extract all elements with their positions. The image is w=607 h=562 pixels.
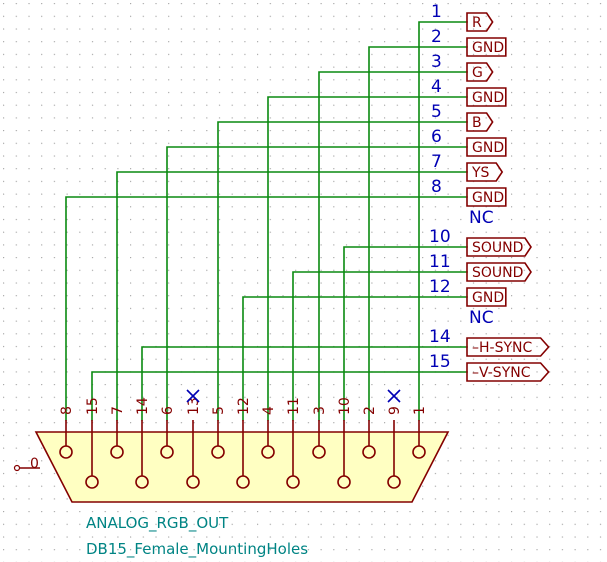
- wire-pin-5: [217, 121, 468, 421]
- net-label-shape-2: [466, 37, 507, 57]
- pin-number-2: 2: [362, 406, 378, 415]
- wire-pin-2: [368, 46, 468, 421]
- pin-number-11: 11: [286, 397, 302, 415]
- net-number-11: 11: [429, 252, 451, 272]
- nc-label-0: NC: [469, 208, 494, 228]
- net-number-5: 5: [431, 102, 442, 122]
- text-labels: 123456781011121415NCNCANALOG_RGB_OUTDB15…: [86, 2, 494, 559]
- net-number-12: 12: [429, 277, 451, 297]
- pin-hole-5[interactable]: [211, 445, 225, 459]
- pin-hole-7[interactable]: [110, 445, 124, 459]
- net-label-shape-10: [466, 237, 532, 257]
- no-connect-x-9: [387, 389, 401, 403]
- net-number-15: 15: [429, 352, 451, 372]
- pin-number-10: 10: [337, 397, 353, 415]
- connector-reference: ANALOG_RGB_OUT: [86, 514, 229, 533]
- pin-number-12: 12: [236, 397, 252, 415]
- nc-label-1: NC: [469, 308, 494, 328]
- net-number-1: 1: [431, 2, 442, 22]
- pin-hole-8[interactable]: [59, 445, 73, 459]
- net-label-11: SOUND: [472, 265, 523, 281]
- pin-hole-2[interactable]: [362, 445, 376, 459]
- wire-pin-12: [242, 296, 468, 421]
- pin-hole-1[interactable]: [412, 445, 426, 459]
- net-label-shape-5: [466, 112, 494, 132]
- pin-number-15: 15: [85, 397, 101, 415]
- net-label-1: R: [472, 15, 482, 31]
- wire-pin-1: [418, 21, 468, 421]
- mount-pin-dot: [13, 464, 21, 472]
- net-number-6: 6: [431, 127, 442, 147]
- wire-pin-14: [141, 346, 468, 421]
- pin-hole-12[interactable]: [236, 475, 250, 489]
- wire-pin-4: [267, 96, 468, 421]
- net-label-8: GND: [472, 190, 504, 206]
- connector-value: DB15_Female_MountingHoles: [86, 540, 308, 559]
- wire-pin-15: [91, 371, 468, 421]
- net-label-2: GND: [472, 40, 504, 56]
- net-number-10: 10: [429, 227, 451, 247]
- pin-hole-11[interactable]: [286, 475, 300, 489]
- net-label-shape-6: [466, 137, 507, 157]
- pin-number-6: 6: [160, 406, 176, 415]
- net-label-6: GND: [472, 140, 504, 156]
- wire-pin-7: [116, 171, 468, 421]
- pin-number-4: 4: [261, 406, 277, 415]
- net-label-4: GND: [472, 90, 504, 106]
- wire-pin-11: [292, 271, 468, 421]
- net-label-shape-3: [466, 62, 494, 82]
- pin-number-1: 1: [412, 406, 428, 415]
- net-label-15: –V-SYNC: [472, 365, 531, 381]
- pin-hole-6[interactable]: [160, 445, 174, 459]
- pin-hole-15[interactable]: [85, 475, 99, 489]
- net-label-shape-15: [466, 362, 550, 382]
- net-label-shape-8: [466, 187, 507, 207]
- net-label-shape-4: [466, 87, 507, 107]
- net-number-14: 14: [429, 327, 451, 347]
- net-label-12: GND: [472, 290, 504, 306]
- net-labels: R GND G GND B GND YS GND SOUND SOUND GND –H-SYNC –V-…: [466, 12, 550, 382]
- net-label-shape-12: [466, 287, 507, 307]
- net-number-4: 4: [431, 77, 442, 97]
- net-label-14: –H-SYNC: [472, 340, 532, 356]
- pin-number-7: 7: [110, 406, 126, 415]
- wire-pin-6: [166, 146, 468, 421]
- wire-pin-8: [65, 196, 468, 421]
- net-number-3: 3: [431, 52, 442, 72]
- net-label-shape-11: [466, 262, 532, 282]
- net-label-shape-14: [466, 337, 550, 357]
- pin-hole-14[interactable]: [135, 475, 149, 489]
- pin-hole-10[interactable]: [337, 475, 351, 489]
- wire-pin-3: [318, 71, 468, 421]
- wires: [65, 21, 468, 421]
- net-number-8: 8: [431, 177, 442, 197]
- net-label-10: SOUND: [472, 240, 523, 256]
- no-connect-x-13: [186, 389, 200, 403]
- wire-pin-10: [343, 246, 468, 421]
- net-number-2: 2: [431, 27, 442, 47]
- db15-connector[interactable]: 8 15 7 14 6 13 5 12 4 11 3 10 2 9 10: [13, 389, 450, 503]
- pin-hole-13[interactable]: [186, 475, 200, 489]
- net-label-5: B: [472, 115, 482, 131]
- pin-number-14: 14: [135, 397, 151, 415]
- pin-hole-4[interactable]: [261, 445, 275, 459]
- pin-number-8: 8: [59, 406, 75, 415]
- net-number-7: 7: [431, 152, 442, 172]
- pin-number-3: 3: [312, 406, 328, 415]
- net-label-shape-1: [466, 12, 494, 32]
- pin-hole-9[interactable]: [387, 475, 401, 489]
- pin-number-5: 5: [211, 406, 227, 415]
- connector-body: [34, 431, 450, 503]
- net-label-3: G: [472, 65, 483, 81]
- net-label-7: YS: [471, 165, 490, 181]
- pin-hole-3[interactable]: [312, 445, 326, 459]
- net-label-shape-7: [466, 162, 504, 182]
- mount-pin-number: 0: [30, 456, 39, 472]
- pin-number-9: 9: [387, 406, 403, 415]
